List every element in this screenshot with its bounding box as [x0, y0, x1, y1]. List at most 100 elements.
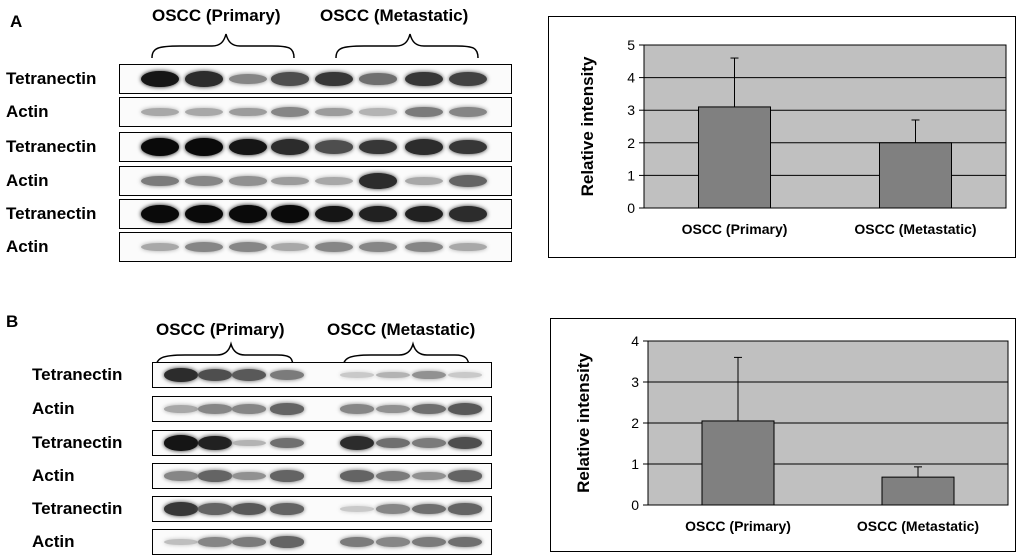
panel-a-brace-primary — [151, 33, 295, 59]
panel-a-row-label-tetranectin: Tetranectin — [6, 204, 97, 223]
blot-band — [198, 537, 232, 547]
panel-a-group-braces — [151, 33, 479, 59]
blot-band — [405, 205, 443, 223]
blot-band — [315, 205, 353, 223]
blot-band — [376, 371, 410, 379]
blot-band — [359, 241, 397, 253]
panel-a-row-label-actin: Actin — [6, 171, 49, 190]
chart-b-bar — [881, 476, 955, 506]
blot-band — [359, 205, 397, 223]
blot-band — [449, 71, 487, 87]
blot-band — [340, 404, 374, 414]
blot-band — [315, 71, 353, 87]
panel-b-group-braces — [155, 341, 470, 369]
blot-band — [141, 107, 179, 117]
blot-band — [340, 436, 374, 450]
blot-band — [141, 242, 179, 252]
blot-band — [359, 139, 397, 155]
chart-b-bar — [701, 420, 775, 506]
blot-band — [448, 436, 482, 450]
blot-band — [232, 404, 266, 414]
panel-a-blot-strip — [119, 97, 512, 127]
chart-a-y-tick-label: 2 — [627, 135, 635, 151]
blot-band — [271, 176, 309, 186]
panel-a-group-metastatic-label: OSCC (Metastatic) — [320, 6, 469, 25]
panel-b-blot-strip — [152, 496, 492, 522]
chart-a-category-label: OSCC (Metastatic) — [854, 221, 976, 237]
panel-b-row-label-tetranectin: Tetranectin — [32, 499, 123, 518]
blot-band — [359, 108, 397, 116]
panel-b-chart-frame: 0 1 2 3 4 Relative intensity OSCC (Primary) OSC… — [550, 318, 1016, 552]
chart-b-category-label: OSCC (Primary) — [685, 518, 791, 534]
panel-b-group-primary-label: OSCC (Primary) — [156, 320, 285, 339]
blot-band — [198, 503, 232, 515]
blot-band — [412, 438, 446, 448]
panel-b-row-label-actin: Actin — [32, 399, 75, 418]
blot-band — [405, 241, 443, 253]
blot-band — [340, 506, 374, 512]
blot-band — [271, 106, 309, 118]
chart-a-y-tick-label: 5 — [627, 37, 635, 53]
panel-a-blot-strip — [119, 166, 512, 196]
blot-band — [270, 403, 304, 415]
blot-band — [141, 205, 179, 223]
chart-a-y-axis-label: Relative intensity — [578, 56, 597, 196]
blot-band — [405, 71, 443, 87]
blot-band — [405, 176, 443, 186]
panel-a-group-primary-label: OSCC (Primary) — [152, 6, 281, 25]
blot-band — [198, 404, 232, 414]
chart-a-bar — [879, 142, 952, 209]
blot-band — [405, 139, 443, 155]
chart-b-y-tick-label: 2 — [631, 415, 639, 431]
blot-band — [229, 205, 267, 223]
blot-band — [271, 205, 309, 223]
blot-band — [412, 537, 446, 547]
blot-band — [164, 405, 198, 413]
blot-band — [271, 72, 309, 86]
blot-band — [270, 470, 304, 482]
blot-band — [449, 242, 487, 252]
blot-band — [412, 471, 446, 481]
blot-band — [164, 538, 198, 546]
blot-band — [271, 139, 309, 155]
blot-band — [359, 173, 397, 189]
blot-band — [340, 537, 374, 547]
chart-a-y-tick-label: 0 — [627, 200, 635, 216]
panel-b-blot-strip — [152, 463, 492, 489]
blot-band — [405, 106, 443, 118]
chart-b-y-tick-label: 0 — [631, 497, 639, 513]
blot-band — [449, 139, 487, 155]
blot-band — [185, 107, 223, 117]
panel-a-brace-metastatic — [335, 33, 479, 59]
blot-band — [412, 503, 446, 515]
blot-band — [232, 471, 266, 481]
blot-band — [164, 502, 198, 516]
blot-band — [340, 470, 374, 482]
panel-b-chart: 0 1 2 3 4 Relative intensity OSCC (Primary) OSC… — [574, 333, 1009, 534]
chart-b-y-tick-label: 4 — [631, 333, 639, 349]
panel-b-brace-metastatic — [342, 341, 470, 369]
blot-band — [315, 176, 353, 186]
blot-band — [448, 470, 482, 482]
panel-a-chart: 0 1 2 3 4 5 Relative intensity OSCC (Primary) OS… — [578, 37, 1007, 237]
panel-b-group-metastatic-label: OSCC (Metastatic) — [327, 320, 476, 339]
panel-b-brace-primary — [155, 341, 294, 369]
blot-band — [376, 504, 410, 514]
blot-band — [448, 372, 482, 378]
panel-b-blot-strip — [152, 362, 492, 388]
blot-band — [376, 404, 410, 414]
blot-band — [376, 471, 410, 481]
blot-band — [229, 176, 267, 186]
blot-band — [185, 205, 223, 223]
chart-a-y-tick-label: 4 — [627, 70, 635, 86]
blot-band — [229, 138, 267, 156]
chart-b-category-label: OSCC (Metastatic) — [857, 518, 979, 534]
panel-a-letter: A — [10, 12, 23, 31]
blot-band — [164, 435, 198, 451]
chart-b-y-tick-label: 1 — [631, 456, 639, 472]
panel-a-row-label-tetranectin: Tetranectin — [6, 69, 97, 88]
panel-b-row-label-actin: Actin — [32, 532, 75, 551]
panel-b-blot-strip — [152, 430, 492, 456]
panel-a-row-label-actin: Actin — [6, 102, 49, 121]
blot-band — [315, 241, 353, 253]
